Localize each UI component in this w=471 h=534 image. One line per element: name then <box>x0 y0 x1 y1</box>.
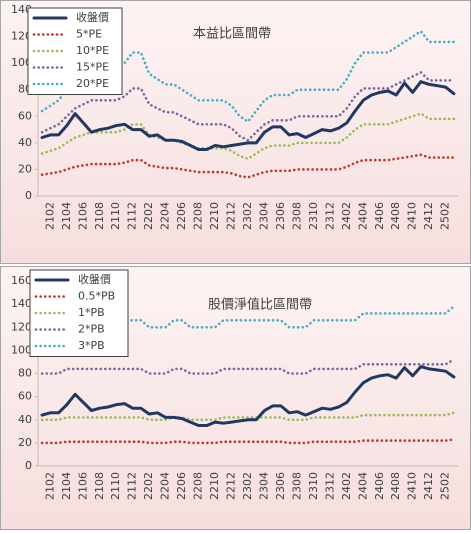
x-tick-label: 2410 <box>406 202 419 230</box>
chart-title: 本益比區間帶 <box>193 27 271 42</box>
x-tick-label: 2202 <box>142 202 155 230</box>
series-line <box>40 71 456 142</box>
x-tick-label: 2412 <box>422 472 435 500</box>
y-tick-label: 80 <box>18 367 32 380</box>
y-tick-label: 20 <box>18 162 32 175</box>
x-tick-label: 2110 <box>109 472 122 500</box>
x-tick-label: 2202 <box>142 472 155 500</box>
x-tick-label: 2208 <box>192 472 205 500</box>
x-tick-label: 2408 <box>389 472 402 500</box>
x-tick-label: 2204 <box>159 472 172 500</box>
series-line <box>40 411 456 422</box>
x-tick-label: 2110 <box>109 202 122 230</box>
x-tick-label: 2502 <box>439 202 452 230</box>
y-tick-label: 120 <box>11 320 32 333</box>
series-line <box>40 438 456 445</box>
x-tick-label: 2106 <box>76 202 89 230</box>
x-tick-label: 2206 <box>175 202 188 230</box>
x-tick-label: 2302 <box>241 472 254 500</box>
chart-title: 股價淨值比區間帶 <box>208 297 312 313</box>
x-tick-label: 2402 <box>340 202 353 230</box>
x-tick-label: 2112 <box>126 202 139 230</box>
y-tick-label: 160 <box>11 274 32 287</box>
legend-label: 0.5*PB <box>78 290 115 303</box>
legend-label: 20*PE <box>76 77 109 90</box>
x-tick-label: 2306 <box>274 202 287 230</box>
legend-label: 5*PE <box>76 28 102 41</box>
x-tick-label: 2402 <box>340 472 353 500</box>
x-tick-label: 2310 <box>307 472 320 500</box>
series-line <box>40 153 456 179</box>
legend-label: 2*PB <box>78 323 105 336</box>
x-tick-label: 2108 <box>93 472 106 500</box>
y-tick-label: 60 <box>18 390 32 403</box>
legend-label: 15*PE <box>76 61 109 74</box>
x-tick-label: 2308 <box>290 472 303 500</box>
x-tick-label: 2208 <box>192 202 205 230</box>
y-tick-label: 40 <box>18 413 32 426</box>
legend-label: 收盤價 <box>78 272 111 286</box>
x-tick-label: 2302 <box>241 202 254 230</box>
x-tick-label: 2502 <box>439 472 452 500</box>
x-tick-label: 2210 <box>208 472 221 500</box>
x-tick-label: 2108 <box>93 202 106 230</box>
x-tick-label: 2210 <box>208 202 221 230</box>
y-tick-label: 40 <box>18 136 32 149</box>
x-tick-label: 2310 <box>307 202 320 230</box>
series-line <box>40 305 456 329</box>
x-tick-label: 2404 <box>356 472 369 500</box>
x-tick-label: 2408 <box>389 202 402 230</box>
y-tick-label: 140 <box>11 297 32 310</box>
y-tick-label: 100 <box>11 343 32 356</box>
y-tick-label: 20 <box>18 436 32 449</box>
series-line <box>40 358 456 375</box>
series-line <box>40 112 456 161</box>
x-tick-label: 2410 <box>406 472 419 500</box>
legend-label: 1*PB <box>78 306 105 319</box>
x-tick-label: 2112 <box>126 472 139 500</box>
x-tick-label: 2406 <box>373 202 386 230</box>
x-tick-label: 2312 <box>323 202 336 230</box>
x-tick-label: 2212 <box>225 472 238 500</box>
x-tick-label: 2404 <box>356 202 369 230</box>
legend-label: 收盤價 <box>76 10 109 24</box>
x-tick-label: 2104 <box>60 202 73 230</box>
x-tick-label: 2102 <box>43 202 56 230</box>
x-tick-label: 2306 <box>274 472 287 500</box>
x-tick-label: 2304 <box>257 202 270 230</box>
y-tick-label: 120 <box>11 30 32 43</box>
legend-label: 3*PB <box>78 339 105 352</box>
x-tick-label: 2106 <box>76 472 89 500</box>
y-tick-label: 0 <box>25 459 32 472</box>
x-tick-label: 2312 <box>323 472 336 500</box>
y-tick-label: 0 <box>25 189 32 202</box>
y-tick-label: 100 <box>11 56 32 69</box>
y-tick-label: 140 <box>11 3 32 16</box>
x-tick-label: 2304 <box>257 472 270 500</box>
x-tick-label: 2104 <box>60 472 73 500</box>
x-tick-label: 2308 <box>290 202 303 230</box>
legend-label: 10*PE <box>76 44 109 57</box>
x-tick-label: 2406 <box>373 472 386 500</box>
x-tick-label: 2206 <box>175 472 188 500</box>
series-line <box>40 80 456 151</box>
y-tick-label: 60 <box>18 109 32 122</box>
x-tick-label: 2412 <box>422 202 435 230</box>
x-tick-label: 2212 <box>225 202 238 230</box>
series-line <box>40 365 456 427</box>
x-tick-label: 2102 <box>43 472 56 500</box>
x-tick-label: 2204 <box>159 202 172 230</box>
